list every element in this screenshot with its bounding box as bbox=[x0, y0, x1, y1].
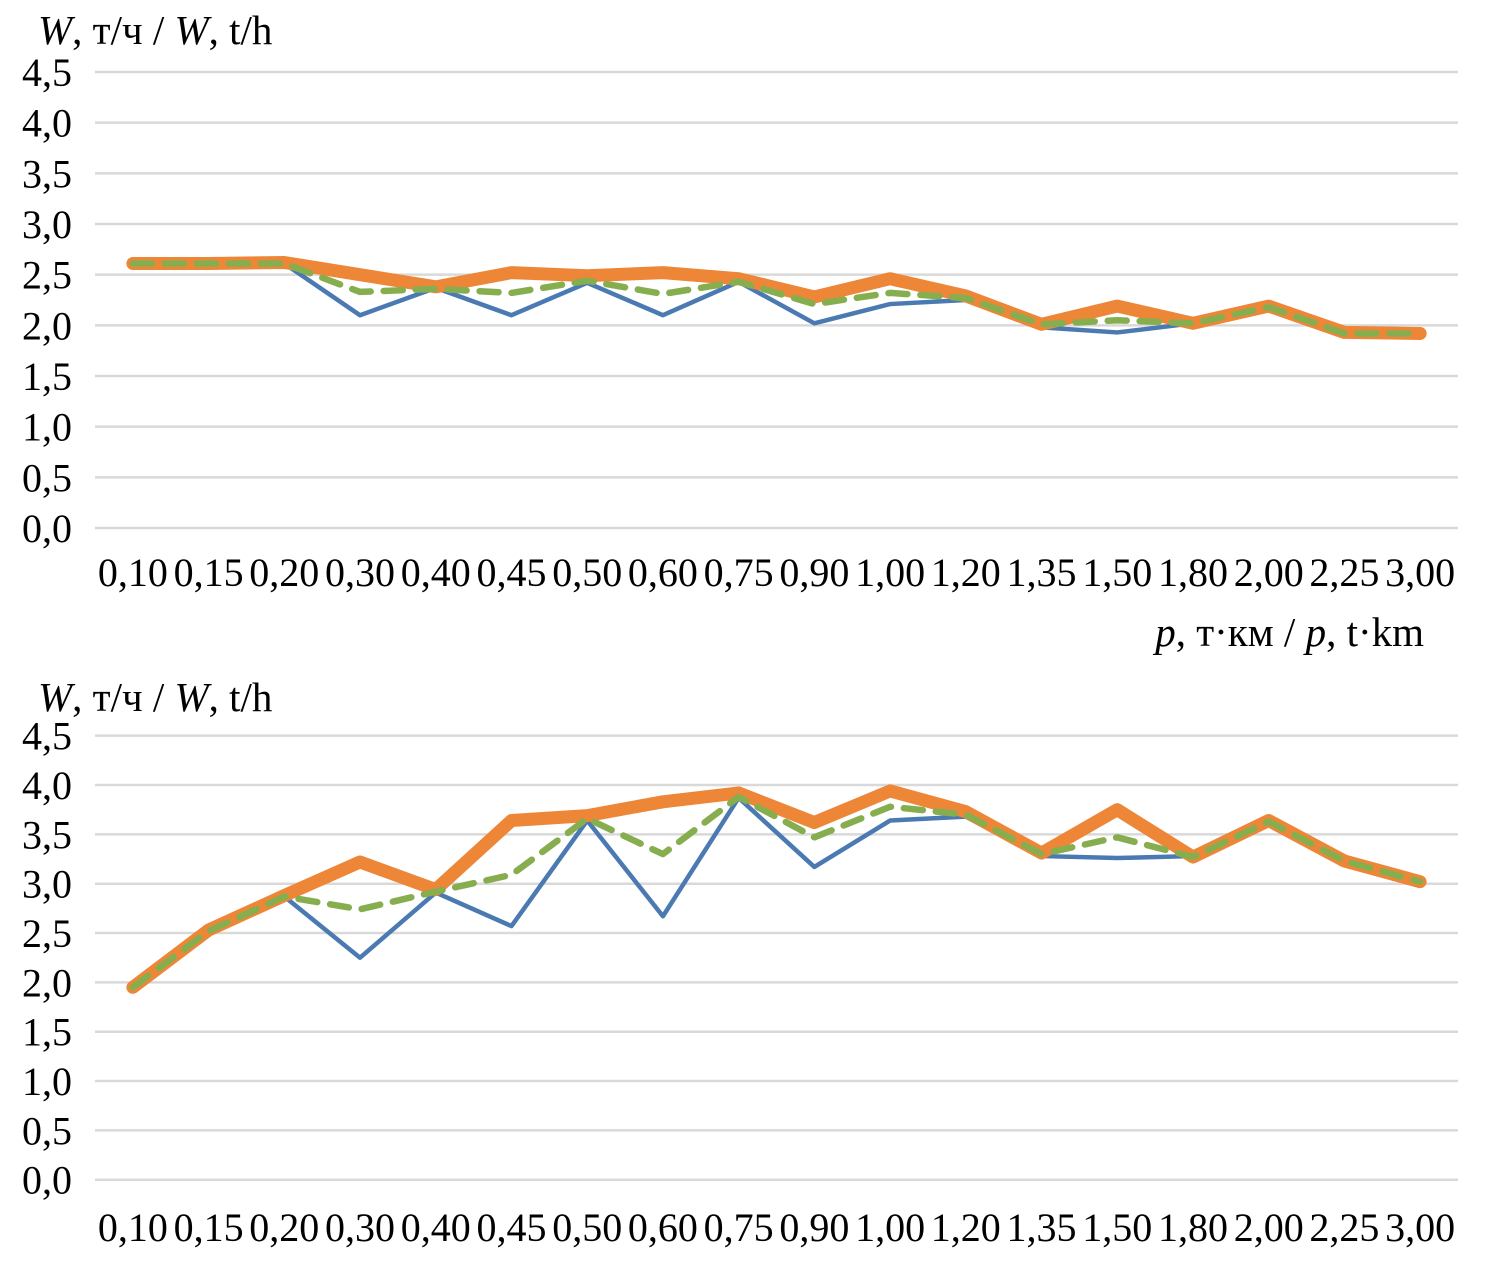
x-tick-label: 0,90 bbox=[779, 550, 849, 595]
x-tick-label: 1,20 bbox=[931, 1205, 1001, 1250]
y-tick-label: 4,0 bbox=[22, 763, 72, 808]
x-tick-label: 3,00 bbox=[1385, 550, 1455, 595]
x-tick-label: 1,80 bbox=[1158, 1205, 1228, 1250]
x-tick-label: 0,90 bbox=[779, 1205, 849, 1250]
y-tick-label: 0,0 bbox=[22, 506, 72, 551]
y-tick-label: 1,5 bbox=[22, 354, 72, 399]
y-tick-label: 2,5 bbox=[22, 253, 72, 298]
x-tick-label: 0,75 bbox=[704, 550, 774, 595]
x-tick-label: 0,75 bbox=[704, 1205, 774, 1250]
series-line-thick-orange-solid bbox=[126, 784, 1427, 994]
y-tick-label: 1,0 bbox=[22, 1059, 72, 1104]
x-tick-label: 0,45 bbox=[476, 1205, 546, 1250]
x-tick-label: 1,20 bbox=[931, 550, 1001, 595]
x-tick-label: 1,00 bbox=[855, 1205, 925, 1250]
x-tick-label: 1,50 bbox=[1082, 1205, 1152, 1250]
x-tick-label: 0,15 bbox=[174, 550, 244, 595]
x-tick-label: 1,35 bbox=[1007, 1205, 1077, 1250]
x-tick-label: 2,25 bbox=[1309, 550, 1379, 595]
x-tick-label: 2,00 bbox=[1234, 1205, 1304, 1250]
y-axis-title: W, т/ч / W, t/h bbox=[38, 674, 272, 720]
x-tick-label: 0,10 bbox=[98, 1205, 168, 1250]
y-tick-label: 0,0 bbox=[22, 1158, 72, 1203]
series-line-green-dashed bbox=[129, 793, 1424, 991]
y-tick-label: 2,0 bbox=[22, 960, 72, 1005]
y-tick-label: 3,0 bbox=[22, 862, 72, 907]
y-tick-label: 2,0 bbox=[22, 303, 72, 348]
y-tick-label: 4,5 bbox=[22, 714, 72, 759]
x-tick-label: 0,60 bbox=[628, 1205, 698, 1250]
y-tick-label: 3,5 bbox=[22, 151, 72, 196]
chart-canvas: 0,00,51,01,52,02,53,03,54,04,50,10 0,15 0,… bbox=[22, 7, 1458, 655]
x-tick-label: 0,60 bbox=[628, 550, 698, 595]
y-tick-label: 0,5 bbox=[22, 1108, 72, 1153]
y-tick-label: 3,0 bbox=[22, 202, 72, 247]
series-line-thin-blue-solid bbox=[130, 795, 1423, 990]
top-chart: 0,0 0,5 1,0 1,5 2,0 2,5 3,0 3,5 4,0 4,5 0,10 0,15 0,… bbox=[22, 7, 1458, 655]
y-tick-label: 1,0 bbox=[22, 405, 72, 450]
bottom-chart: 0,0 0,5 1,0 1,5 2,0 2,5 3,0 3,5 4,0 4,5 0,10 0,15 0,… bbox=[0, 665, 1494, 1270]
x-tick-label: 0,20 bbox=[249, 550, 319, 595]
y-tick-label: 3,5 bbox=[22, 812, 72, 857]
x-tick-label: 1,80 bbox=[1158, 550, 1228, 595]
y-tick-label: 1,5 bbox=[22, 1010, 72, 1055]
y-tick-label: 0,5 bbox=[22, 455, 72, 500]
x-tick-label: 2,00 bbox=[1234, 550, 1304, 595]
y-tick-label: 2,5 bbox=[22, 911, 72, 956]
x-tick-label: 2,25 bbox=[1309, 1205, 1379, 1250]
x-tick-label: 0,10 bbox=[98, 550, 168, 595]
x-tick-label: 0,40 bbox=[401, 550, 471, 595]
y-axis-title: W, т/ч / W, t/h bbox=[38, 7, 272, 53]
x-tick-label: 3,00 bbox=[1385, 1205, 1455, 1250]
series-line-green-dashed bbox=[129, 260, 1424, 337]
x-tick-label: 0,15 bbox=[174, 1205, 244, 1250]
x-tick-label: 0,50 bbox=[552, 550, 622, 595]
chart-canvas: 0,00,51,01,52,02,53,03,54,04,50,10 0,15 0,… bbox=[22, 674, 1458, 1250]
x-axis-title: p, т·км / p, t·km bbox=[1152, 609, 1424, 655]
x-tick-label: 0,40 bbox=[401, 1205, 471, 1250]
x-tick-label: 0,30 bbox=[325, 550, 395, 595]
x-tick-label: 0,30 bbox=[325, 1205, 395, 1250]
y-tick-label: 4,0 bbox=[22, 101, 72, 146]
x-tick-label: 1,00 bbox=[855, 550, 925, 595]
x-tick-label: 0,20 bbox=[249, 1205, 319, 1250]
series-line-thick-orange-solid bbox=[126, 256, 1427, 340]
x-tick-label: 0,45 bbox=[476, 550, 546, 595]
x-tick-label: 1,50 bbox=[1082, 550, 1152, 595]
y-tick-label: 4,5 bbox=[22, 50, 72, 95]
x-tick-label: 1,35 bbox=[1007, 550, 1077, 595]
x-tick-label: 0,50 bbox=[552, 1205, 622, 1250]
